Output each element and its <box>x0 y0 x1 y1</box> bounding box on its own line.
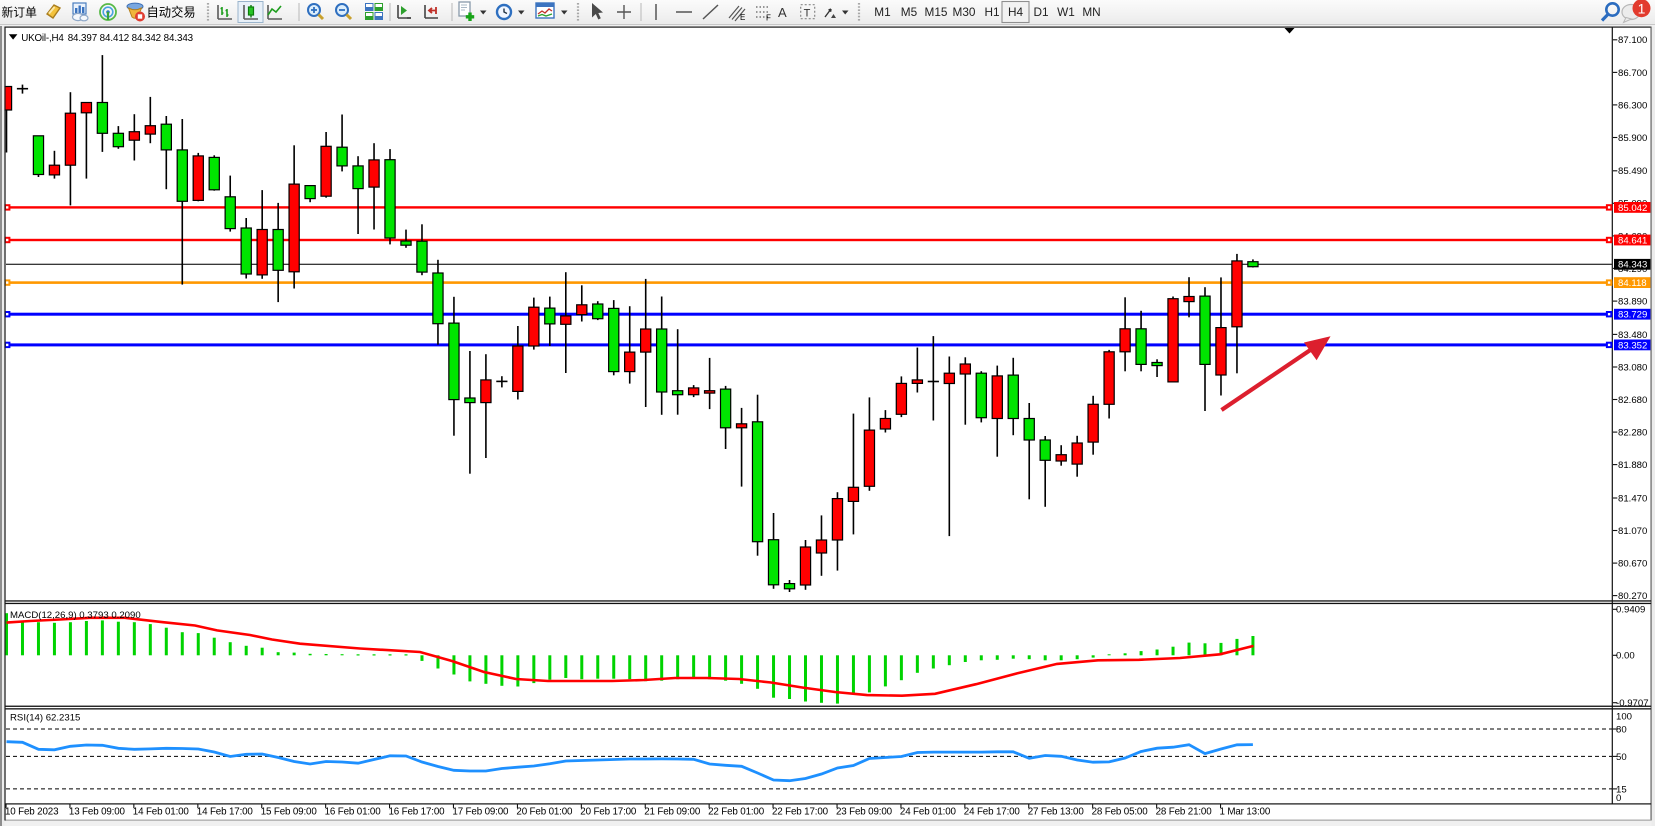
svg-text:13 Feb 09:00: 13 Feb 09:00 <box>69 807 126 818</box>
svg-text:24 Feb 01:00: 24 Feb 01:00 <box>900 807 957 818</box>
svg-text:A: A <box>778 5 787 20</box>
svg-text:80.670: 80.670 <box>1618 559 1647 570</box>
svg-text:28 Feb 05:00: 28 Feb 05:00 <box>1092 807 1149 818</box>
svg-text:85.490: 85.490 <box>1618 166 1647 177</box>
svg-text:23 Feb 09:00: 23 Feb 09:00 <box>836 807 893 818</box>
svg-text:MN: MN <box>1082 5 1100 19</box>
svg-text:M15: M15 <box>925 5 948 19</box>
svg-text:86.700: 86.700 <box>1618 68 1647 79</box>
svg-text:14 Feb 17:00: 14 Feb 17:00 <box>197 807 254 818</box>
svg-text:81.470: 81.470 <box>1618 493 1647 504</box>
svg-text:UKOil-,H4: UKOil-,H4 <box>21 33 64 44</box>
svg-text:24 Feb 17:00: 24 Feb 17:00 <box>964 807 1021 818</box>
svg-text:1 Mar 13:00: 1 Mar 13:00 <box>1220 807 1271 818</box>
svg-text:M5: M5 <box>901 5 918 19</box>
svg-text:83.352: 83.352 <box>1618 340 1647 351</box>
svg-text:MACD(12,26,9) 0.3793 0.2090: MACD(12,26,9) 0.3793 0.2090 <box>10 610 141 621</box>
svg-text:83.729: 83.729 <box>1618 310 1647 321</box>
svg-text:22 Feb 01:00: 22 Feb 01:00 <box>708 807 765 818</box>
svg-text:0.9409: 0.9409 <box>1616 605 1645 616</box>
svg-text:0: 0 <box>1616 793 1621 804</box>
svg-text:T: T <box>804 8 811 20</box>
svg-text:H4: H4 <box>1008 5 1024 19</box>
svg-text:15: 15 <box>1616 784 1627 795</box>
svg-text:83.890: 83.890 <box>1618 297 1647 308</box>
svg-text:21 Feb 09:00: 21 Feb 09:00 <box>644 807 701 818</box>
svg-text:M1: M1 <box>874 5 890 19</box>
svg-text:87.100: 87.100 <box>1618 35 1647 46</box>
svg-text:28 Feb 21:00: 28 Feb 21:00 <box>1156 807 1213 818</box>
svg-text:83.080: 83.080 <box>1618 362 1647 373</box>
svg-text:84.397 84.412 84.342 84.343: 84.397 84.412 84.342 84.343 <box>68 33 194 44</box>
svg-text:RSI(14) 62.2315: RSI(14) 62.2315 <box>10 713 80 724</box>
svg-text:85.900: 85.900 <box>1618 133 1647 144</box>
svg-text:50: 50 <box>1616 752 1627 763</box>
svg-text:15 Feb 09:00: 15 Feb 09:00 <box>261 807 318 818</box>
svg-text:14 Feb 01:00: 14 Feb 01:00 <box>133 807 190 818</box>
svg-text:F: F <box>766 14 771 23</box>
svg-text:-0.9707: -0.9707 <box>1616 698 1649 709</box>
svg-text:84.343: 84.343 <box>1618 260 1647 271</box>
svg-text:80.270: 80.270 <box>1618 591 1647 602</box>
svg-text:16 Feb 17:00: 16 Feb 17:00 <box>389 807 446 818</box>
svg-text:1: 1 <box>1638 0 1646 16</box>
svg-text:D1: D1 <box>1033 5 1048 19</box>
svg-text:81.880: 81.880 <box>1618 460 1647 471</box>
svg-text:80: 80 <box>1616 724 1627 735</box>
svg-text:27 Feb 13:00: 27 Feb 13:00 <box>1028 807 1085 818</box>
svg-text:W1: W1 <box>1057 5 1075 19</box>
svg-text:E: E <box>740 13 745 22</box>
svg-text:86.300: 86.300 <box>1618 100 1647 111</box>
svg-text:82.680: 82.680 <box>1618 395 1647 406</box>
svg-text:新订单: 新订单 <box>2 6 38 20</box>
svg-text:H1: H1 <box>984 5 999 19</box>
svg-text:83.480: 83.480 <box>1618 330 1647 341</box>
svg-text:20 Feb 01:00: 20 Feb 01:00 <box>516 807 573 818</box>
svg-text:17 Feb 09:00: 17 Feb 09:00 <box>452 807 509 818</box>
svg-text:85.042: 85.042 <box>1618 203 1647 214</box>
svg-text:20 Feb 17:00: 20 Feb 17:00 <box>580 807 637 818</box>
svg-text:自动交易: 自动交易 <box>147 5 196 20</box>
svg-text:84.641: 84.641 <box>1618 235 1647 246</box>
svg-text:16 Feb 01:00: 16 Feb 01:00 <box>325 807 382 818</box>
svg-text:M30: M30 <box>953 5 976 19</box>
svg-text:22 Feb 17:00: 22 Feb 17:00 <box>772 807 829 818</box>
svg-text:81.070: 81.070 <box>1618 526 1647 537</box>
svg-text:84.118: 84.118 <box>1618 278 1647 289</box>
svg-text:100: 100 <box>1616 711 1632 722</box>
svg-text:82.280: 82.280 <box>1618 428 1647 439</box>
svg-text:10 Feb 2023: 10 Feb 2023 <box>5 807 59 818</box>
svg-text:0.00: 0.00 <box>1616 651 1635 662</box>
